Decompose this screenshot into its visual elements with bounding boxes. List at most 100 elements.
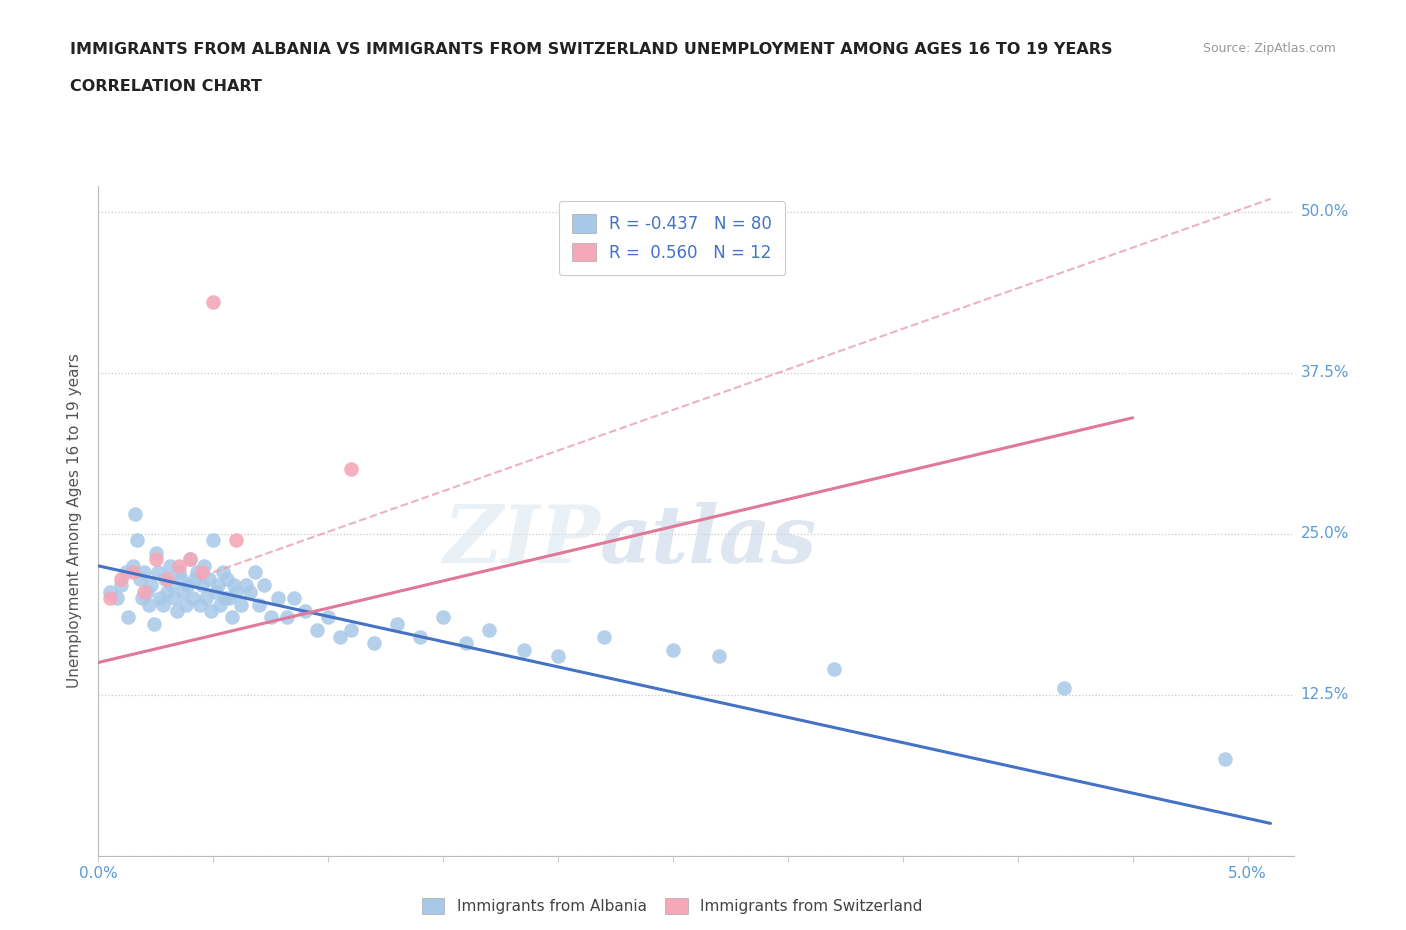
Point bbox=[98, 584, 121, 599]
Point bbox=[179, 552, 201, 567]
Point bbox=[117, 610, 139, 625]
Point bbox=[159, 558, 181, 573]
Point bbox=[209, 597, 232, 612]
Point bbox=[547, 648, 569, 663]
Point bbox=[128, 571, 150, 586]
Point bbox=[172, 584, 194, 599]
Point bbox=[160, 578, 183, 592]
Text: ZIP: ZIP bbox=[443, 502, 600, 579]
Point bbox=[167, 558, 190, 573]
Point bbox=[363, 636, 385, 651]
Point bbox=[145, 552, 167, 567]
Text: 12.5%: 12.5% bbox=[1301, 687, 1348, 702]
Text: Source: ZipAtlas.com: Source: ZipAtlas.com bbox=[1202, 42, 1336, 55]
Point bbox=[222, 578, 245, 592]
Text: IMMIGRANTS FROM ALBANIA VS IMMIGRANTS FROM SWITZERLAND UNEMPLOYMENT AMONG AGES 1: IMMIGRANTS FROM ALBANIA VS IMMIGRANTS FR… bbox=[70, 42, 1112, 57]
Point bbox=[225, 533, 247, 548]
Point bbox=[217, 571, 239, 586]
Point bbox=[179, 552, 201, 567]
Point bbox=[197, 571, 219, 586]
Point bbox=[512, 642, 534, 657]
Point bbox=[221, 610, 243, 625]
Point bbox=[167, 565, 190, 579]
Point bbox=[134, 584, 156, 599]
Point bbox=[127, 533, 149, 548]
Point bbox=[148, 565, 170, 579]
Point bbox=[135, 584, 157, 599]
Point bbox=[184, 571, 207, 586]
Point bbox=[188, 597, 211, 612]
Point bbox=[225, 584, 247, 599]
Point bbox=[202, 533, 225, 548]
Text: 50.0%: 50.0% bbox=[1301, 205, 1348, 219]
Point bbox=[122, 558, 145, 573]
Point bbox=[200, 604, 222, 618]
Legend: Immigrants from Albania, Immigrants from Switzerland: Immigrants from Albania, Immigrants from… bbox=[413, 890, 931, 922]
Point bbox=[98, 591, 121, 605]
Point bbox=[166, 604, 188, 618]
Point bbox=[153, 571, 176, 586]
Point bbox=[218, 591, 240, 605]
Point bbox=[156, 584, 179, 599]
Point bbox=[229, 597, 252, 612]
Point bbox=[110, 571, 132, 586]
Point bbox=[214, 591, 236, 605]
Point bbox=[305, 623, 328, 638]
Point bbox=[110, 578, 132, 592]
Point bbox=[186, 565, 208, 579]
Text: CORRELATION CHART: CORRELATION CHART bbox=[70, 79, 262, 94]
Point bbox=[329, 630, 352, 644]
Point bbox=[211, 565, 233, 579]
Point bbox=[456, 636, 478, 651]
Point bbox=[105, 591, 128, 605]
Point bbox=[239, 584, 262, 599]
Point bbox=[260, 610, 283, 625]
Point bbox=[340, 623, 363, 638]
Point bbox=[432, 610, 454, 625]
Point bbox=[193, 558, 215, 573]
Point bbox=[191, 578, 214, 592]
Point bbox=[662, 642, 685, 657]
Point bbox=[707, 648, 730, 663]
Point bbox=[138, 597, 160, 612]
Point bbox=[170, 571, 193, 586]
Text: 37.5%: 37.5% bbox=[1301, 365, 1348, 380]
Point bbox=[163, 591, 186, 605]
Point bbox=[174, 597, 197, 612]
Point bbox=[235, 578, 257, 592]
Point bbox=[823, 661, 845, 676]
Point bbox=[409, 630, 432, 644]
Point bbox=[593, 630, 616, 644]
Point bbox=[243, 565, 266, 579]
Text: atlas: atlas bbox=[600, 502, 818, 579]
Point bbox=[204, 584, 226, 599]
Point bbox=[177, 578, 200, 592]
Point bbox=[156, 571, 179, 586]
Point bbox=[142, 617, 165, 631]
Point bbox=[124, 507, 146, 522]
Point bbox=[316, 610, 339, 625]
Point bbox=[115, 565, 138, 579]
Point bbox=[191, 565, 214, 579]
Point bbox=[283, 591, 305, 605]
Point bbox=[149, 591, 172, 605]
Point bbox=[1213, 751, 1236, 766]
Point bbox=[202, 295, 225, 310]
Point bbox=[294, 604, 316, 618]
Point bbox=[207, 578, 229, 592]
Point bbox=[195, 591, 218, 605]
Point bbox=[267, 591, 290, 605]
Point bbox=[276, 610, 298, 625]
Point bbox=[478, 623, 501, 638]
Point bbox=[122, 565, 145, 579]
Point bbox=[1053, 681, 1076, 696]
Y-axis label: Unemployment Among Ages 16 to 19 years: Unemployment Among Ages 16 to 19 years bbox=[67, 353, 83, 688]
Point bbox=[181, 591, 204, 605]
Point bbox=[385, 617, 409, 631]
Point bbox=[152, 597, 174, 612]
Point bbox=[253, 578, 276, 592]
Text: 25.0%: 25.0% bbox=[1301, 526, 1348, 541]
Point bbox=[145, 546, 167, 561]
Point bbox=[340, 462, 363, 477]
Point bbox=[247, 597, 270, 612]
